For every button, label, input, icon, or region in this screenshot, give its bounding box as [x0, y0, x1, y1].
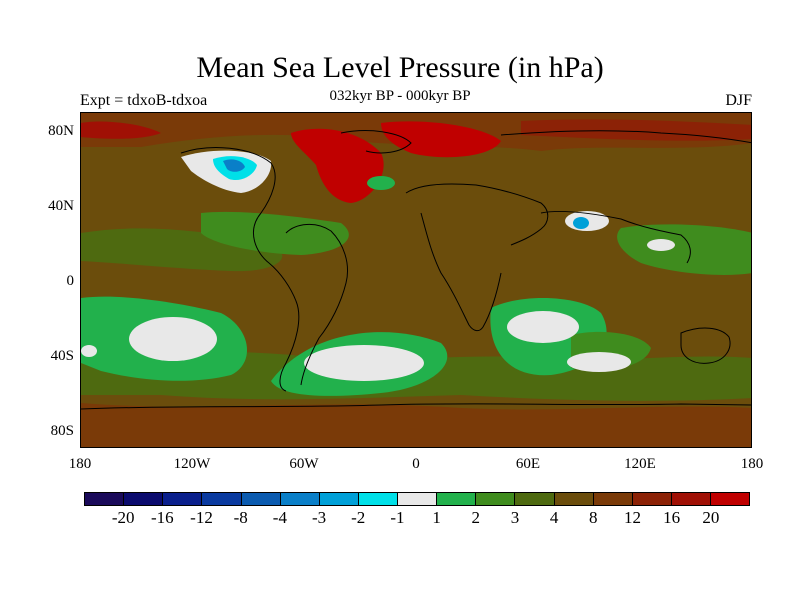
colorbar-cell [85, 493, 125, 505]
xtick-0: 0 [412, 456, 420, 472]
colorbar-label: 1 [432, 508, 441, 527]
colorbar-cell [280, 493, 320, 505]
colorbar-label: -3 [311, 508, 327, 527]
colorbar-label: -4 [272, 508, 287, 527]
chart-subtitle: 032kyr BP - 000kyr BP [329, 88, 471, 104]
colorbar-cell [358, 493, 398, 505]
ytick-80n: 80N [48, 123, 74, 139]
blue-laurentide [223, 159, 245, 172]
colorbar-cell [241, 493, 281, 505]
colorbar-cell [671, 493, 711, 505]
xtick-120w: 120W [173, 456, 211, 472]
xtick-180e: 180 [740, 456, 764, 472]
colorbar-label: 2 [471, 508, 481, 527]
xtick-180w: 180 [68, 456, 92, 472]
colorbar-cell [319, 493, 359, 505]
colorbar-cell [398, 493, 438, 505]
white-blob-west-edge [81, 345, 97, 357]
colorbar-cell [476, 493, 516, 505]
colorbar-cell [593, 493, 633, 505]
chart-title: Mean Sea Level Pressure (in hPa) [196, 51, 604, 84]
colorbar-cell [632, 493, 672, 505]
white-blob-south-pacific [129, 317, 217, 361]
xtick-60e: 60E [515, 456, 541, 472]
red-europe [381, 121, 501, 158]
colorbar-label: -16 [151, 508, 174, 527]
colorbar-label: -20 [111, 508, 135, 527]
ytick-80s: 80S [50, 423, 74, 439]
colorbar [84, 492, 750, 506]
west-pacific-band [617, 224, 751, 275]
colorbar-label: 8 [589, 508, 598, 527]
colorbar-cell [437, 493, 477, 505]
cyan-tibet [573, 217, 589, 229]
colorbar-cell [711, 493, 750, 505]
colorbar-cell [202, 493, 242, 505]
coastlines [81, 130, 751, 410]
colorbar-cell [554, 493, 594, 505]
ytick-40n: 40N [48, 198, 74, 214]
white-blob-south-indian [567, 352, 631, 372]
xtick-120e: 120E [624, 456, 656, 472]
pressure-field-map [81, 113, 751, 447]
colorbar-cell [163, 493, 203, 505]
red-west-edge [81, 121, 161, 139]
map-panel [80, 112, 752, 448]
xtick-60w: 60W [289, 456, 319, 472]
atlantic-mid-band [201, 211, 349, 255]
experiment-label: Expt = tdxoB-tdxoa [80, 92, 208, 109]
colorbar-label: -8 [233, 508, 248, 527]
colorbar-cell [124, 493, 164, 505]
white-blob-philippine [647, 239, 675, 251]
red-north-atlantic [291, 128, 384, 203]
white-blob-indian [507, 311, 579, 343]
south-polar-band [81, 403, 751, 447]
green-spot-europe [367, 176, 395, 190]
colorbar-cell [515, 493, 555, 505]
white-blob-south-atlantic [304, 345, 424, 381]
colorbar-label: 3 [510, 508, 520, 527]
ytick-40s: 40S [50, 348, 74, 364]
colorbar-label: -2 [351, 508, 366, 527]
colorbar-label: -12 [190, 508, 213, 527]
colorbar-label: 12 [623, 508, 641, 527]
colorbar-label: 20 [702, 508, 720, 527]
colorbar-label: -1 [390, 508, 405, 527]
colorbar-label: 4 [549, 508, 559, 527]
colorbar-label: 16 [663, 508, 681, 527]
ytick-eq: 0 [66, 273, 75, 289]
season-label: DJF [725, 92, 752, 109]
